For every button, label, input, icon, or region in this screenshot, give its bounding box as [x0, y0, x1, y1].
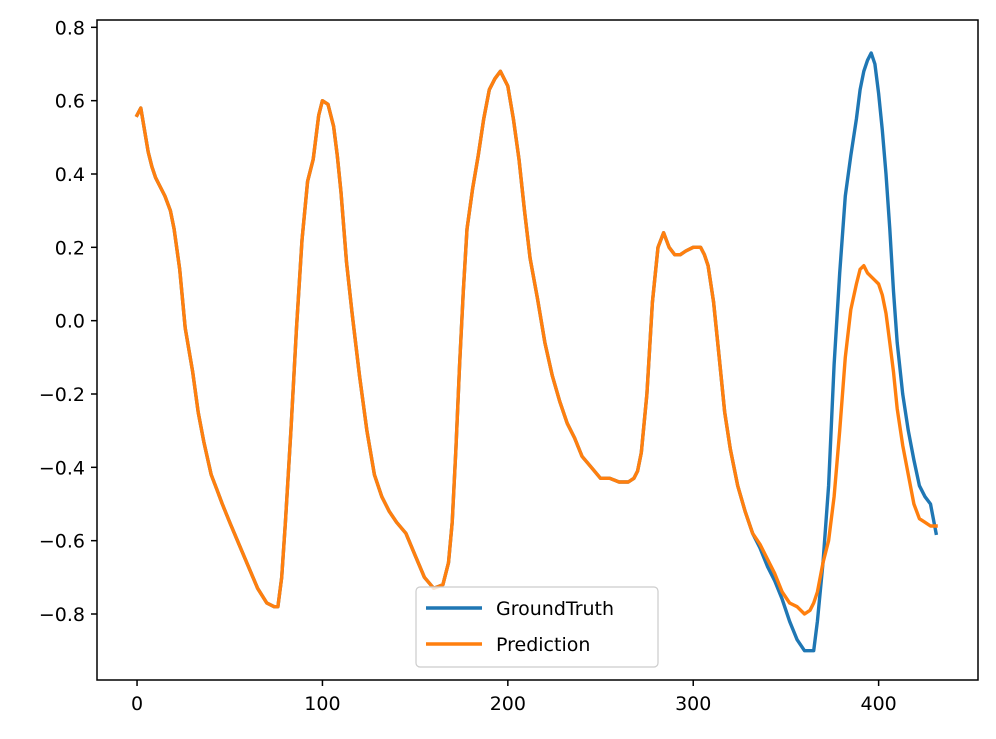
y-tick-label: 0.4 — [55, 164, 85, 186]
y-tick-label: 0.2 — [55, 237, 85, 259]
y-tick-label: −0.2 — [39, 384, 85, 406]
x-tick-label: 0 — [131, 693, 143, 715]
y-tick-label: −0.6 — [39, 531, 85, 553]
axes-layer: 0 100 200 300 400 −0.8 −0.6 −0.4 −0.2 0.0 0.2 0.4 0.… — [39, 17, 979, 715]
series-layer — [134, 51, 939, 653]
legend-label-prediction: Prediction — [496, 634, 590, 656]
series-line-prediction — [134, 69, 938, 616]
y-tick-label: 0.6 — [55, 91, 85, 113]
x-tick-label: 400 — [860, 693, 896, 715]
x-tick-label: 200 — [490, 693, 526, 715]
axes-frame — [96, 19, 979, 681]
y-tick-label: −0.4 — [39, 457, 85, 479]
legend-label-groundtruth: GroundTruth — [496, 598, 614, 620]
legend: GroundTruth Prediction — [415, 586, 659, 668]
x-tick-label: 300 — [675, 693, 711, 715]
plot-area-background — [97, 20, 978, 680]
y-tick-label: 0.8 — [55, 17, 85, 39]
x-tick-label: 100 — [304, 693, 340, 715]
y-tick-label: −0.8 — [39, 604, 85, 626]
y-tick-label: 0.0 — [55, 311, 85, 333]
